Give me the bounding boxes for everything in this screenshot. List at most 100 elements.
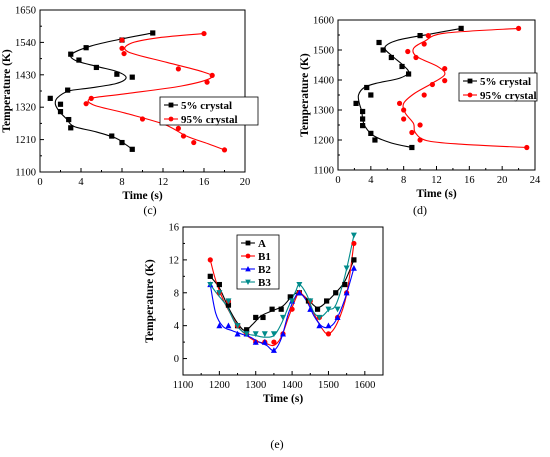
data-point [65, 87, 71, 93]
data-point [150, 30, 156, 36]
x-tick-label: 20 [240, 177, 251, 188]
data-point [316, 322, 323, 329]
data-point [442, 78, 448, 84]
y-tick-label: 12 [169, 255, 180, 266]
data-point [316, 314, 323, 321]
x-axis-label: Time (s) [416, 188, 457, 200]
data-point [421, 41, 427, 47]
data-point [405, 71, 412, 77]
data-point [207, 273, 213, 279]
data-point [244, 327, 250, 333]
data-point [421, 92, 427, 98]
data-point [314, 306, 321, 312]
data-point [324, 298, 330, 304]
data-point [368, 130, 374, 136]
data-point [401, 107, 407, 113]
data-point [270, 347, 277, 353]
data-point [343, 289, 350, 296]
data-point [417, 33, 423, 39]
data-point [401, 116, 407, 122]
data-point [129, 146, 135, 152]
x-tick-label: 4 [368, 175, 374, 186]
y-axis-label: Temperature (K) [299, 53, 311, 137]
data-point [269, 306, 275, 312]
data-point [207, 281, 214, 288]
x-tick-label: 1400 [282, 380, 303, 391]
x-tick-label: 1200 [209, 380, 230, 391]
data-point [216, 290, 223, 296]
data-point [333, 290, 339, 296]
data-point [271, 339, 277, 345]
series-line-a [209, 259, 355, 332]
data-point [429, 81, 435, 88]
data-point [260, 314, 266, 321]
data-point [57, 109, 64, 115]
chart-panel-d: 0 4 8 12 16 20 24 1100 1200 1300 1400 1500 1600 5% c… [299, 16, 541, 218]
data-point [252, 331, 259, 338]
legend-swatch-marker [245, 253, 251, 259]
data-point [289, 298, 296, 305]
data-point [201, 30, 207, 37]
series-line-5-crystal [357, 27, 462, 149]
data-point [280, 330, 286, 337]
data-point [360, 108, 366, 115]
data-point [515, 25, 522, 31]
data-point [270, 331, 277, 338]
data-point [409, 129, 415, 136]
legend-entry: 5% crystal [181, 100, 232, 112]
panel-caption: (e) [270, 437, 283, 451]
legend: 5% crystal 95% crystal [458, 72, 538, 102]
legend-swatch-marker [245, 279, 251, 285]
y-tick-label: 1400 [313, 76, 334, 87]
data-point [243, 331, 250, 338]
x-tick-label: 4 [78, 177, 84, 188]
x-tick-label: 20 [497, 175, 508, 186]
y-tick-label: 1600 [313, 16, 334, 27]
data-point [417, 122, 423, 128]
data-point [261, 338, 268, 345]
data-point [307, 306, 314, 312]
data-point [396, 100, 403, 106]
legend-entry: B3 [258, 277, 271, 289]
data-point [121, 50, 127, 57]
data-point [442, 66, 448, 72]
chart-panel-c: 0 4 8 12 16 20 1100 1210 1320 1430 1540 1650 5% cry… [1, 6, 259, 217]
data-point [68, 51, 74, 57]
legend-entry: A [258, 238, 266, 250]
y-tick-label: 1300 [313, 106, 334, 117]
data-point [278, 306, 284, 312]
data-point [88, 95, 94, 101]
data-point [368, 92, 374, 98]
data-point [289, 306, 295, 312]
data-point [234, 330, 241, 337]
data-point [76, 57, 82, 63]
y-axis-label: Temperature (K) [144, 259, 156, 343]
data-point [334, 314, 341, 321]
data-point [376, 39, 382, 46]
x-tick-label: 16 [464, 175, 475, 186]
data-point [351, 240, 357, 247]
y-tick-label: 0 [174, 354, 179, 365]
data-point [307, 298, 314, 305]
data-point [261, 331, 268, 338]
data-point [388, 54, 394, 61]
x-tick-label: 16 [199, 177, 210, 188]
data-point [350, 264, 357, 271]
data-point [353, 100, 359, 106]
data-point [204, 79, 210, 85]
data-point [413, 54, 419, 61]
legend-entry: B1 [258, 251, 271, 263]
data-point [325, 322, 332, 329]
data-point [325, 331, 332, 337]
data-point [47, 95, 53, 101]
legend-swatch-marker [467, 78, 473, 84]
plot-frame [182, 226, 384, 376]
data-point [119, 45, 125, 51]
plot-frame [39, 9, 246, 173]
data-point [119, 139, 125, 146]
panel-caption: (c) [143, 203, 156, 217]
data-point [334, 306, 341, 313]
y-axis-label: Temperature (K) [1, 49, 13, 133]
